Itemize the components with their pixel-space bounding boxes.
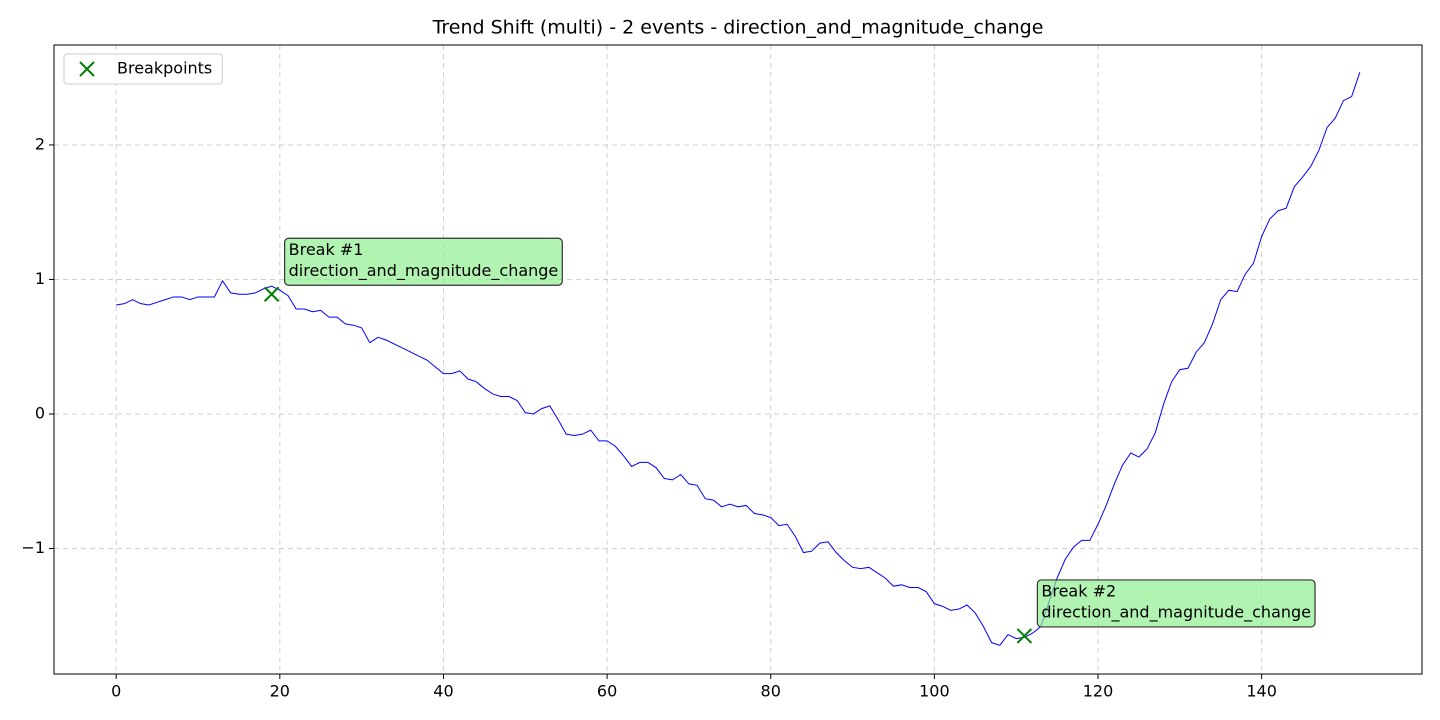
annotation-text: Break #1 [289,240,364,259]
plot-frame [53,44,1423,675]
x-marker [1016,628,1033,644]
legend-label: Breakpoints [117,59,212,78]
annotation: Break #1 direction_and_magnitude_change [284,237,563,286]
y-tick-label: −1 [21,538,45,557]
breakpoint [1016,628,1033,644]
legend-box [63,53,223,85]
legend: Breakpoints [63,53,223,85]
x-tick-label: 120 [1083,682,1114,701]
y-tick-label: 2 [35,134,45,153]
y-tick-label: 0 [35,403,45,422]
x-tick-label: 20 [270,682,290,701]
breakpoint [263,286,280,302]
annotation-box [284,237,563,286]
x-marker [263,286,280,302]
annotation-text: direction_and_magnitude_change [1041,602,1311,622]
x-marker [79,61,95,77]
data-line [116,72,1361,646]
annotation: Break #2 direction_and_magnitude_change [1036,579,1316,628]
x-tick-label: 80 [761,682,781,701]
x-tick-label: 40 [433,682,453,701]
x-tick-label: 0 [111,682,121,701]
chart-title: Trend Shift (multi) - 2 events - directi… [432,17,1044,39]
x-tick-label: 140 [1246,682,1277,701]
annotation-text: Break #2 [1041,581,1116,600]
annotation-text: direction_and_magnitude_change [289,261,559,281]
x-tick-label: 100 [919,682,950,701]
x-tick-label: 60 [597,682,617,701]
annotation-box [1036,579,1316,628]
y-tick-label: 1 [35,269,45,288]
